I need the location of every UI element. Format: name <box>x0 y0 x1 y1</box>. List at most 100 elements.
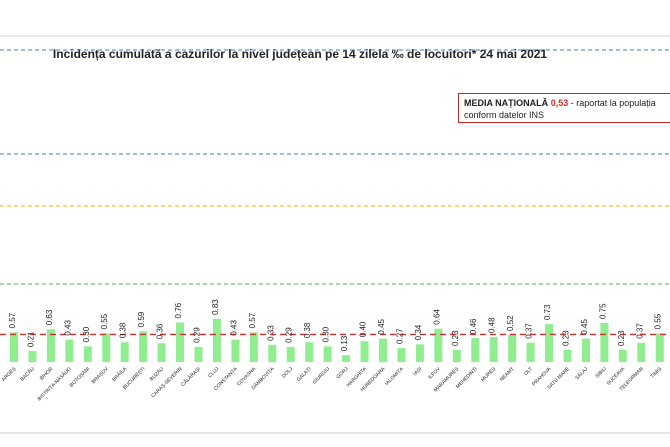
value-label: 0.33 <box>266 325 275 341</box>
bar <box>286 346 295 362</box>
bar <box>397 347 406 362</box>
category-label: DOLJ <box>281 366 295 380</box>
value-label: 0.52 <box>506 315 515 331</box>
value-label: 0.46 <box>469 318 478 334</box>
category-label: BACĂU <box>19 365 36 382</box>
value-label: 0.30 <box>82 326 91 342</box>
category-label: BUZĂU <box>148 365 165 382</box>
category-label: IALOMIȚA <box>384 366 405 387</box>
value-label: 0.64 <box>432 309 441 325</box>
value-labels-group: 0.57 0.21 0.63 0.43 0.30 0.55 0.38 0.59 0.36 0.76… <box>8 299 663 352</box>
value-label: 0.83 <box>211 299 220 315</box>
value-label: 0.38 <box>119 322 128 338</box>
legend-line-1: MEDIA NAȚIONALĂ 0,53 - raportat la popul… <box>464 97 670 109</box>
category-label: TIMIȘ <box>649 366 663 380</box>
category-label: GIURGIU <box>312 366 332 386</box>
bar <box>434 328 443 362</box>
value-label: 0.55 <box>100 313 109 329</box>
value-label: 0.63 <box>45 309 54 325</box>
category-label: BISTRIȚA-NĂSĂUD <box>36 365 73 402</box>
reference-lines <box>0 49 670 285</box>
value-label: 0.76 <box>174 302 183 318</box>
value-label: 0.27 <box>395 328 404 344</box>
category-label: SĂLAJ <box>574 365 590 381</box>
bar <box>157 343 166 362</box>
bar <box>268 344 277 362</box>
category-label: GORJ <box>335 366 349 380</box>
value-label: 0.55 <box>654 313 663 329</box>
category-label: NEAMȚ <box>499 366 516 383</box>
bar <box>305 342 314 362</box>
value-label: 0.45 <box>377 318 386 334</box>
value-label: 0.43 <box>229 320 238 336</box>
value-label: 0.23 <box>451 330 460 346</box>
category-label: MUREȘ <box>480 366 497 383</box>
value-label: 0.57 <box>248 312 257 328</box>
value-label: 0.37 <box>635 323 644 339</box>
bar <box>176 322 185 362</box>
chart-title: Incidența cumulată a cazurilor la nivel … <box>53 47 548 61</box>
value-label: 0.34 <box>414 324 423 340</box>
category-label: SIBIU <box>594 366 608 380</box>
bar <box>637 342 646 362</box>
bar <box>563 350 572 362</box>
bar <box>360 341 369 362</box>
category-label: CĂLĂRAȘI <box>179 365 201 387</box>
value-label: 0.38 <box>303 322 312 338</box>
category-label: CLUJ <box>207 366 220 379</box>
bar <box>489 337 498 362</box>
bar <box>212 318 221 362</box>
bar <box>102 333 111 362</box>
bar <box>600 323 609 362</box>
value-label: 0.13 <box>340 335 349 351</box>
bar <box>452 350 461 362</box>
legend-line-2: conform datelor INS <box>464 110 545 120</box>
bar <box>10 332 18 362</box>
bar <box>379 338 387 362</box>
category-label: BRĂILA <box>111 365 129 383</box>
bar <box>508 334 517 362</box>
category-label: ILFOV <box>427 366 442 381</box>
legend-rest-text: - raportat la populația <box>570 98 656 108</box>
category-label: BRAȘOV <box>91 366 110 385</box>
bar <box>28 351 37 362</box>
value-label: 0.40 <box>359 321 368 337</box>
bar <box>249 332 258 362</box>
value-label: 0.21 <box>26 331 35 347</box>
value-label: 0.43 <box>63 320 72 336</box>
bar <box>83 346 92 362</box>
category-label: GALAȚI <box>296 366 313 383</box>
bar <box>618 350 627 362</box>
value-label: 0.57 <box>8 312 17 328</box>
bars-group <box>10 318 664 362</box>
category-label: BOTOȘANI <box>69 366 91 388</box>
legend-value: 0,53 <box>550 98 569 108</box>
value-label: 0.29 <box>285 327 294 343</box>
bar <box>545 324 554 362</box>
value-label: 0.75 <box>598 303 607 319</box>
value-label: 0.30 <box>322 326 331 342</box>
value-label: 0.45 <box>580 318 589 334</box>
bar <box>323 346 332 362</box>
value-label: 0.36 <box>156 323 165 339</box>
national-average-legend: MEDIA NAȚIONALĂ 0,53 - raportat la popul… <box>458 93 670 123</box>
bar <box>46 329 55 362</box>
bar <box>139 331 148 362</box>
bar <box>342 355 351 362</box>
bar <box>120 342 129 362</box>
category-label: ARGEȘ <box>1 366 18 383</box>
value-label: 0.37 <box>525 323 534 339</box>
bar <box>415 344 424 362</box>
value-label: 0.48 <box>488 317 497 333</box>
bar <box>581 338 590 362</box>
value-label: 0.29 <box>193 327 202 343</box>
category-label: IAȘI <box>412 366 423 377</box>
bar <box>655 333 664 362</box>
category-label: BIHOR <box>39 366 55 382</box>
bar <box>231 339 240 362</box>
bar <box>471 338 480 362</box>
value-label: 0.73 <box>543 304 552 320</box>
bar <box>65 339 74 362</box>
